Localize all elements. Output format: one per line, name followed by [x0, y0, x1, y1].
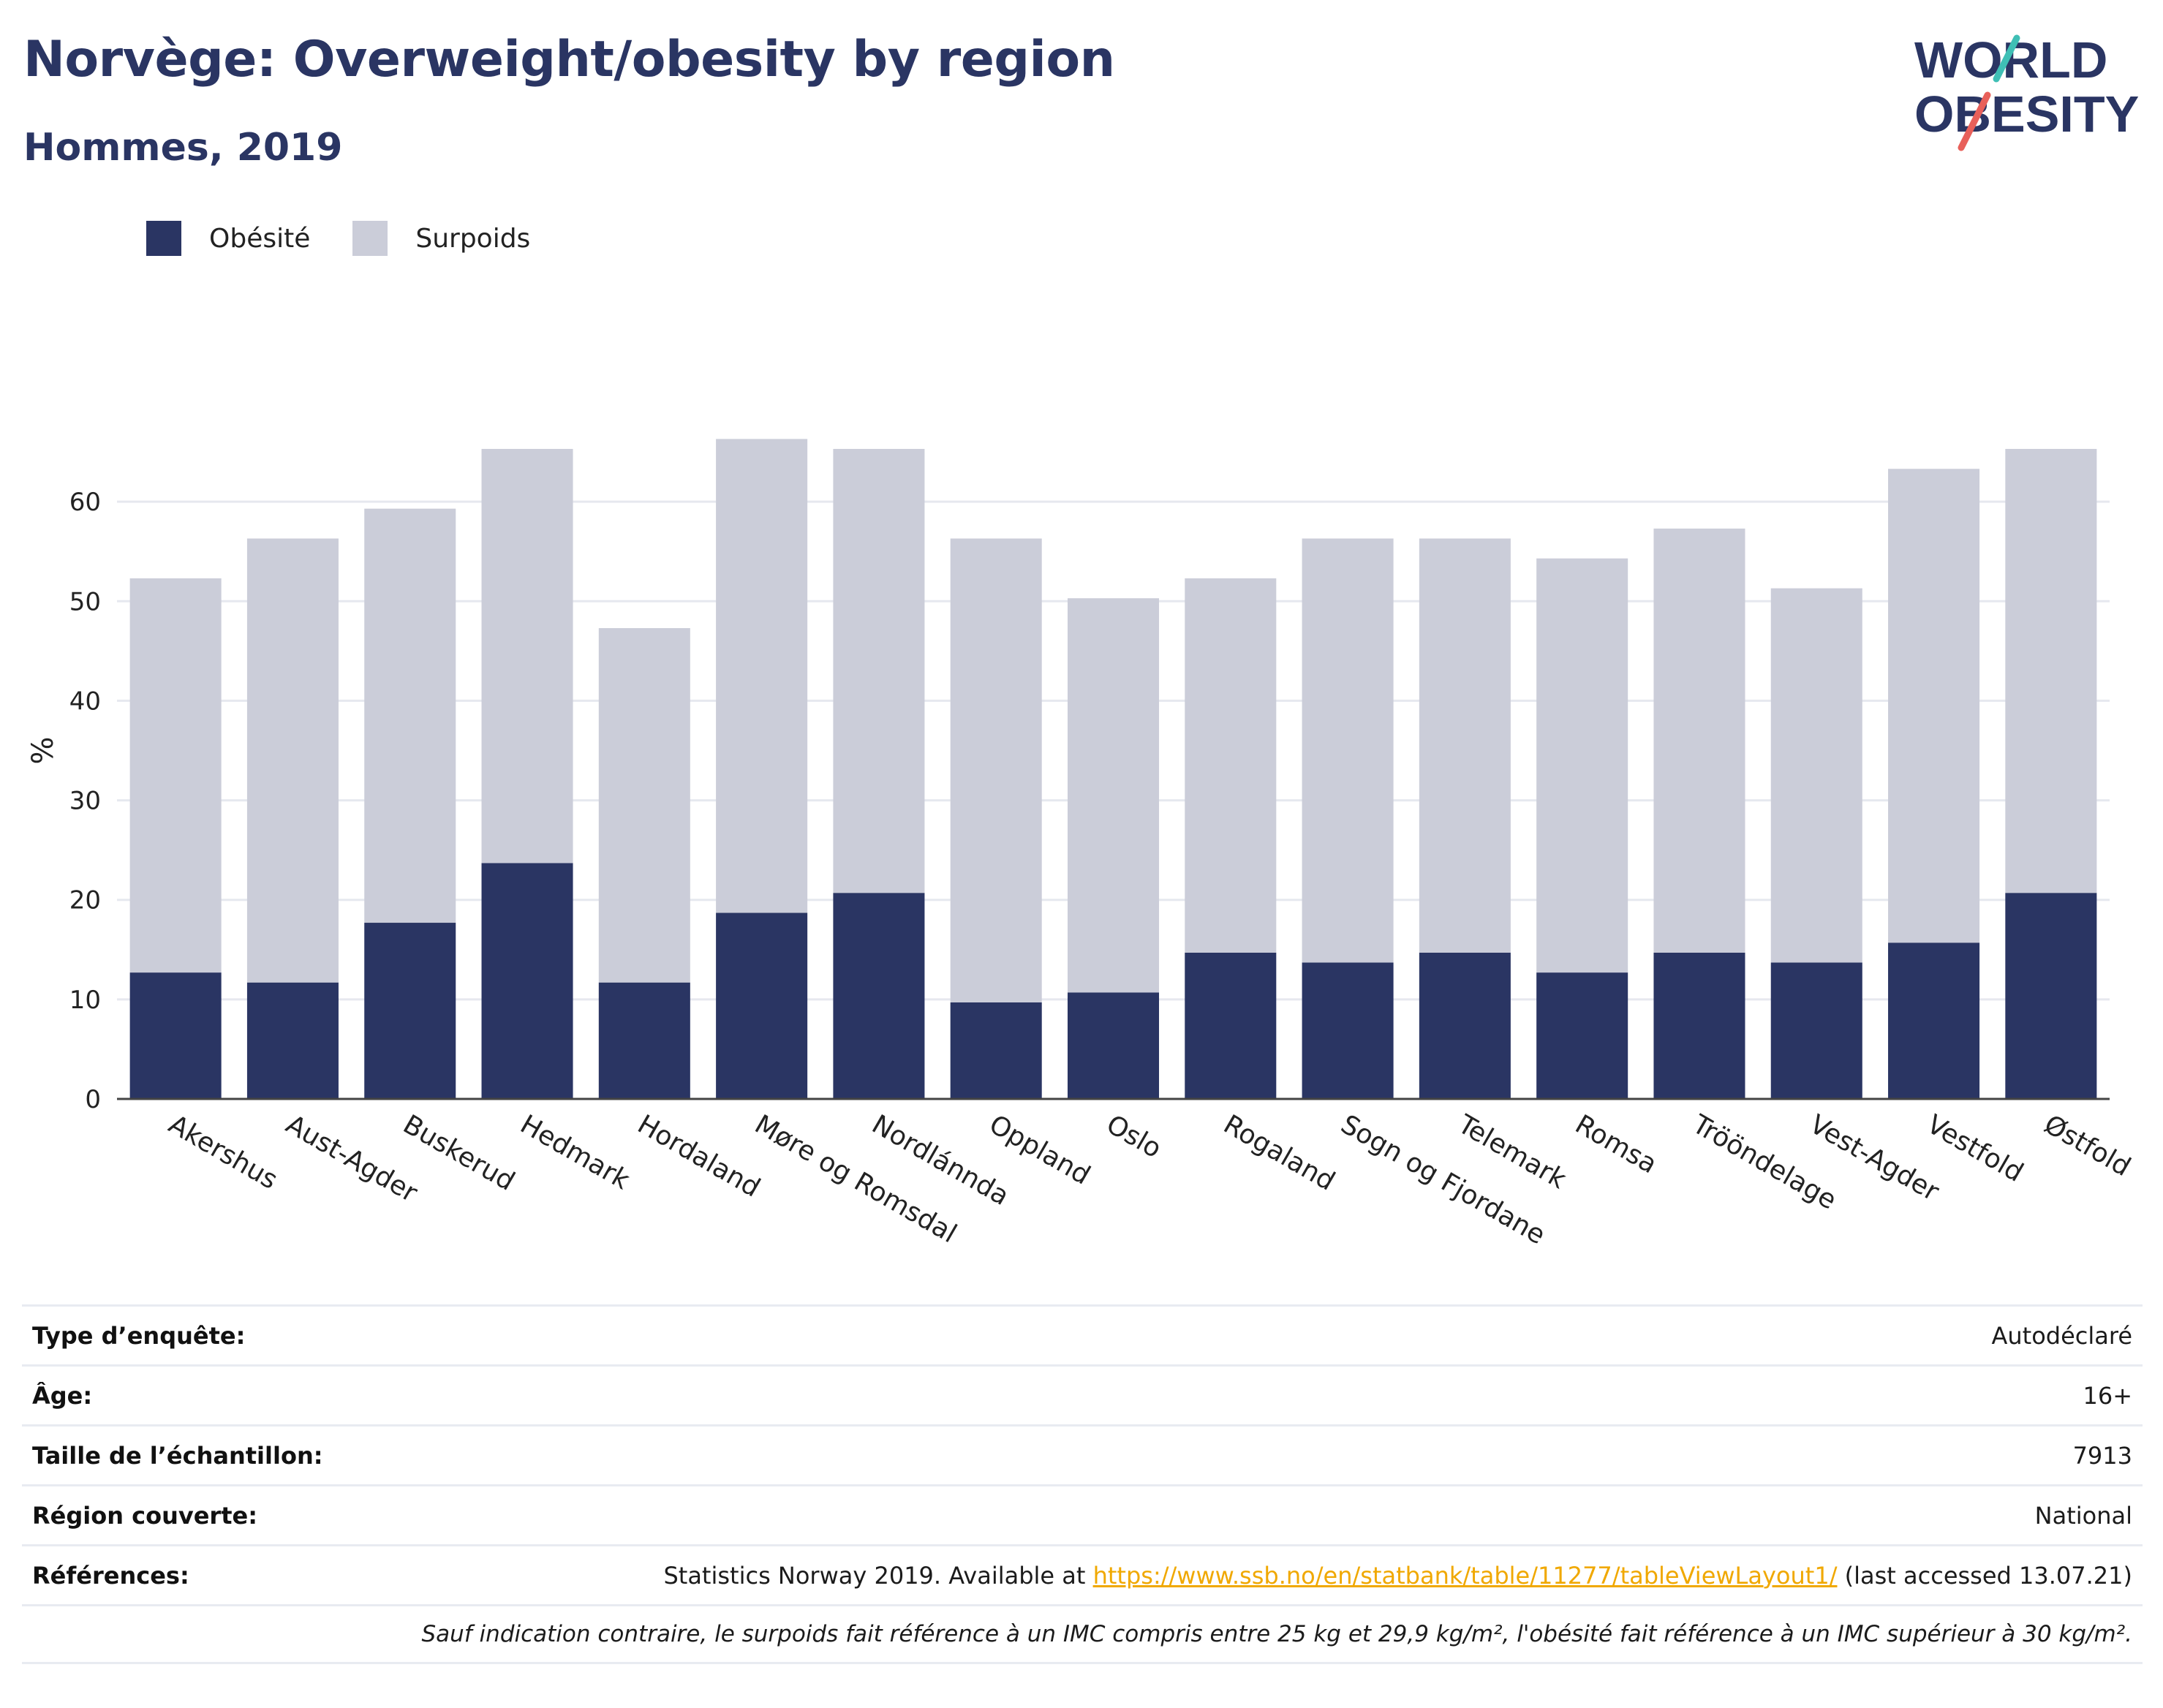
references-text-before: Statistics Norway 2019. Available at — [663, 1561, 1093, 1590]
y-tick-label: 60 — [69, 488, 101, 517]
bar-overweight[interactable] — [481, 448, 573, 864]
info-table: Type d’enquête: Autodéclaré Âge: 16+ Tai… — [22, 1304, 2143, 1664]
y-tick-label: 40 — [69, 687, 101, 716]
bar-obesity[interactable] — [1419, 952, 1511, 1099]
legend-item-overweight[interactable]: Surpoids — [352, 221, 530, 256]
legend-swatch-obesity — [146, 221, 181, 256]
bar-obesity[interactable] — [1067, 992, 1160, 1099]
bar-obesity[interactable] — [1653, 952, 1745, 1099]
bar-overweight[interactable] — [2005, 448, 2097, 893]
bar-obesity[interactable] — [1302, 962, 1394, 1099]
age-label: Âge: — [32, 1381, 93, 1410]
bar-obesity[interactable] — [129, 972, 222, 1099]
bar-obesity[interactable] — [598, 982, 690, 1099]
logo-slash-red — [1958, 91, 1991, 151]
logo-line2: OBESITY — [1914, 86, 2139, 143]
x-tick-label: Oslo — [1101, 1109, 1166, 1164]
world-obesity-logo: WORLD OBESITY — [1914, 31, 2139, 151]
references-label: Références: — [32, 1561, 189, 1590]
y-tick-label: 30 — [69, 787, 101, 816]
bar-obesity[interactable] — [1888, 942, 1980, 1099]
bar-obesity[interactable] — [950, 1002, 1042, 1099]
y-tick-label: 20 — [69, 886, 101, 915]
bar-overweight[interactable] — [598, 628, 690, 983]
x-tick-label: Aust-Agder — [281, 1109, 423, 1209]
x-tick-label: Romsa — [1570, 1109, 1662, 1179]
info-row-sample-size: Taille de l’échantillon: 7913 — [22, 1424, 2143, 1484]
y-tick-label: 50 — [69, 587, 101, 616]
info-row-age: Âge: 16+ — [22, 1364, 2143, 1424]
x-tick-label: Hedmark — [516, 1109, 635, 1195]
bar-obesity[interactable] — [1185, 952, 1277, 1099]
x-tick-label: Vestfold — [1922, 1109, 2028, 1188]
stacked-bar-chart: 0102030405060%AkershusAust-AgderBuskerud… — [26, 439, 2135, 1250]
chart-subtitle: Hommes, 2019 — [23, 126, 343, 170]
y-tick-label: 10 — [69, 986, 101, 1015]
x-tick-label: Rogaland — [1218, 1109, 1340, 1197]
definition-note: Sauf indication contraire, le surpoids f… — [421, 1621, 2132, 1647]
region-value: National — [2034, 1501, 2132, 1530]
logo-line1: WORLD — [1914, 31, 2107, 88]
bar-overweight[interactable] — [364, 508, 456, 923]
info-row-note: Sauf indication contraire, le surpoids f… — [22, 1604, 2143, 1664]
references-link[interactable]: https://www.ssb.no/en/statbank/table/112… — [1092, 1561, 1838, 1590]
bar-obesity[interactable] — [833, 893, 925, 1099]
chart-title: Norvège: Overweight/obesity by region — [23, 31, 1115, 88]
legend-swatch-overweight — [352, 221, 388, 256]
bar-overweight[interactable] — [1653, 528, 1745, 953]
bar-obesity[interactable] — [246, 982, 339, 1099]
bar-overweight[interactable] — [246, 538, 339, 983]
bar-overweight[interactable] — [1888, 469, 1980, 943]
legend-item-obesity[interactable]: Obésité — [146, 221, 310, 256]
bar-obesity[interactable] — [716, 912, 808, 1099]
bar-overweight[interactable] — [833, 448, 925, 893]
y-tick-label: 0 — [85, 1085, 101, 1114]
bar-overweight[interactable] — [1419, 538, 1511, 953]
bar-overweight[interactable] — [1067, 598, 1160, 993]
x-tick-label: Østfold — [2039, 1109, 2135, 1182]
bar-overweight[interactable] — [1185, 578, 1277, 953]
y-axis-label: % — [26, 736, 60, 764]
x-tick-label: Møre og Romsdal — [750, 1109, 962, 1249]
bar-overweight[interactable] — [1302, 538, 1394, 963]
x-tick-label: Hordaland — [633, 1109, 765, 1203]
logo-slash-teal — [1993, 34, 2020, 83]
x-tick-label: Akershus — [164, 1109, 283, 1195]
bar-obesity[interactable] — [1770, 962, 1862, 1099]
bar-overweight[interactable] — [129, 578, 222, 973]
legend-label-overweight: Surpoids — [415, 223, 531, 254]
references-text-after: (last accessed 13.07.21) — [1837, 1561, 2132, 1590]
info-row-survey-type: Type d’enquête: Autodéclaré — [22, 1304, 2143, 1364]
region-label: Région couverte: — [32, 1501, 257, 1530]
survey-type-label: Type d’enquête: — [32, 1321, 246, 1350]
bar-obesity[interactable] — [1536, 972, 1628, 1099]
info-row-region: Région couverte: National — [22, 1484, 2143, 1544]
bar-overweight[interactable] — [950, 538, 1042, 1002]
sample-size-label: Taille de l’échantillon: — [32, 1441, 323, 1470]
sample-size-value: 7913 — [2072, 1441, 2132, 1470]
bar-overweight[interactable] — [716, 439, 808, 913]
bar-overweight[interactable] — [1770, 588, 1862, 963]
age-value: 16+ — [2083, 1381, 2132, 1410]
bar-overweight[interactable] — [1536, 558, 1628, 973]
survey-type-value: Autodéclaré — [1991, 1321, 2132, 1350]
legend-label-obesity: Obésité — [209, 223, 311, 254]
references-value: Statistics Norway 2019. Available at htt… — [663, 1562, 2132, 1590]
x-tick-label: Sogn og Fjordane — [1336, 1109, 1550, 1250]
info-row-references: Références: Statistics Norway 2019. Avai… — [22, 1544, 2143, 1604]
bar-obesity[interactable] — [481, 863, 573, 1099]
chart-legend: Obésité Surpoids — [146, 218, 573, 259]
bar-obesity[interactable] — [2005, 893, 2097, 1099]
bar-obesity[interactable] — [364, 923, 456, 1099]
